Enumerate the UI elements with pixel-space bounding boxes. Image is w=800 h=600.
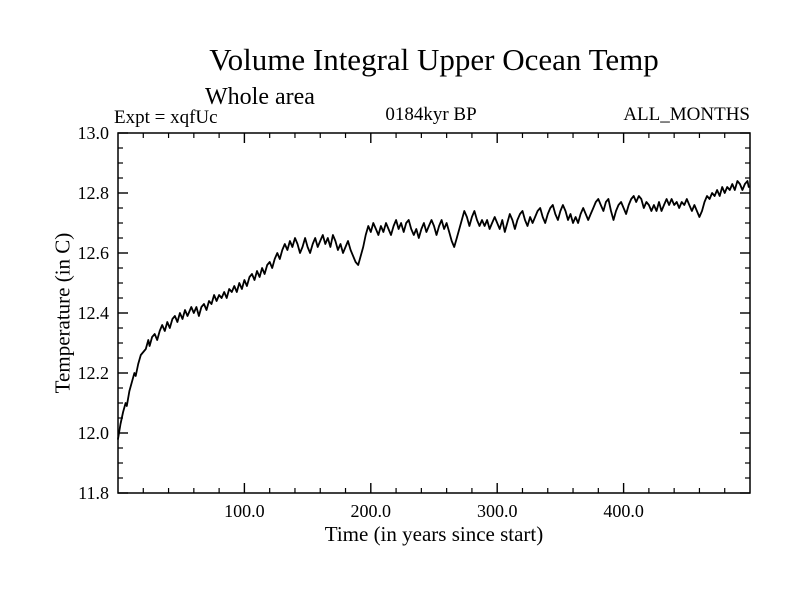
y-tick-label: 13.0 bbox=[78, 123, 110, 143]
temperature-line bbox=[117, 180, 750, 440]
x-axis-title: Time (in years since start) bbox=[324, 522, 544, 546]
experiment-label: Expt = xqfUc bbox=[114, 107, 218, 128]
y-tick-label: 12.2 bbox=[78, 363, 110, 383]
x-tick-label: 300.0 bbox=[477, 501, 518, 521]
plot-frame bbox=[117, 132, 751, 494]
x-tick-label: 400.0 bbox=[603, 501, 644, 521]
y-tick-label: 12.0 bbox=[78, 423, 110, 443]
chart-title: Volume Integral Upper Ocean Temp bbox=[209, 42, 659, 77]
months-label: ALL_MONTHS bbox=[623, 104, 750, 125]
y-tick-label: 12.8 bbox=[78, 183, 110, 203]
x-tick-label: 100.0 bbox=[224, 501, 265, 521]
y-tick-label: 11.8 bbox=[78, 483, 109, 503]
y-tick-label: 12.4 bbox=[78, 303, 110, 323]
chart-subtitle: Whole area bbox=[205, 84, 315, 110]
y-tick-label: 12.6 bbox=[78, 243, 110, 263]
epoch-label: 0184kyr BP bbox=[385, 104, 477, 125]
x-tick-label: 200.0 bbox=[351, 501, 392, 521]
